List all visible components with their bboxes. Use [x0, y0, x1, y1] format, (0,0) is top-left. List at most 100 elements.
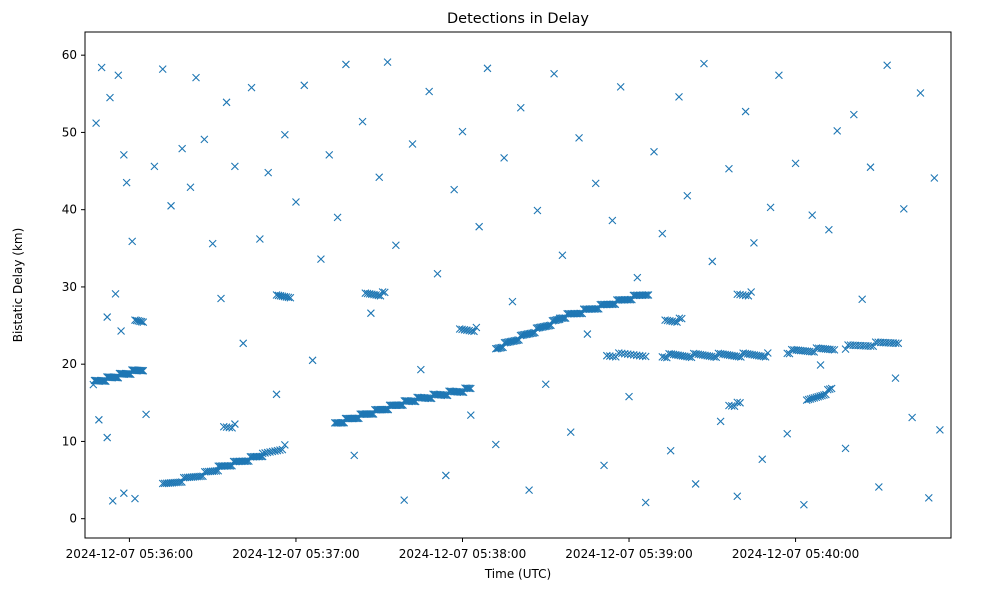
track-point — [608, 352, 617, 361]
detection-point — [441, 471, 450, 480]
detection-point — [708, 257, 717, 266]
detection-point — [192, 73, 200, 82]
detection-point — [533, 206, 542, 215]
track-point — [638, 352, 647, 360]
detection-point — [416, 365, 425, 374]
detection-point — [350, 451, 359, 460]
detection-point — [600, 461, 608, 470]
detection-point — [475, 222, 484, 231]
detection-point — [92, 119, 100, 128]
detection-point — [866, 163, 875, 172]
detection-point — [883, 61, 892, 70]
detection-point — [816, 361, 825, 369]
detection-point — [186, 183, 195, 192]
detection-point — [558, 251, 567, 260]
x-tick-label: 2024-12-07 05:40:00 — [732, 547, 859, 561]
track-point — [611, 352, 620, 361]
detection-point — [264, 168, 273, 177]
chart-title: Detections in Delay — [447, 11, 589, 27]
detection-point — [766, 203, 775, 212]
detection-point — [833, 126, 842, 135]
track-point — [763, 349, 772, 357]
track-point — [736, 353, 745, 361]
detection-point — [491, 440, 500, 449]
detection-point — [108, 497, 117, 505]
detection-point — [466, 411, 475, 420]
detection-point — [247, 83, 256, 92]
track-point — [225, 423, 234, 432]
track-point — [841, 345, 850, 354]
track-point — [470, 327, 478, 336]
track-point — [466, 384, 475, 393]
plot-marks — [89, 58, 944, 509]
detection-point — [633, 273, 642, 282]
detection-point — [616, 82, 625, 91]
x-tick-label: 2024-12-07 05:36:00 — [66, 547, 193, 561]
y-tick-label: 60 — [62, 48, 77, 62]
track-point — [137, 366, 145, 375]
detection-point — [433, 269, 442, 278]
detection-point — [158, 65, 167, 73]
y-tick-label: 30 — [62, 280, 77, 294]
detection-point — [583, 330, 592, 338]
track-point — [677, 314, 686, 323]
detection-point — [750, 239, 758, 247]
track-point — [825, 385, 834, 393]
track-point — [280, 441, 289, 449]
track-point — [286, 293, 295, 302]
track-point — [135, 366, 144, 375]
y-tick-label: 50 — [62, 125, 77, 139]
track-point — [730, 402, 739, 411]
track-point — [687, 353, 696, 362]
x-tick-label: 2024-12-07 05:37:00 — [232, 547, 359, 561]
detection-point — [358, 117, 367, 126]
track-point — [662, 353, 671, 362]
y-tick-label: 10 — [62, 434, 77, 448]
detection-point — [94, 415, 103, 424]
detection-point — [333, 213, 342, 222]
detection-point — [280, 130, 289, 139]
detection-point — [272, 390, 281, 399]
detection-point — [525, 486, 533, 494]
detection-point — [625, 392, 633, 401]
detection-point — [608, 216, 617, 225]
detection-point — [111, 289, 120, 298]
track-point — [228, 424, 236, 432]
x-tick-label: 2024-12-07 05:38:00 — [399, 547, 526, 561]
detection-point — [516, 103, 525, 112]
track-point — [673, 318, 681, 326]
y-axis-title: Bistatic Delay (km) — [11, 228, 25, 343]
track-point — [464, 384, 472, 393]
detection-point — [700, 59, 708, 68]
track-point — [685, 353, 694, 361]
detection-point — [930, 174, 939, 182]
track-point — [733, 398, 742, 407]
track-point — [830, 346, 839, 354]
track-point — [139, 318, 148, 326]
detection-point — [425, 87, 434, 96]
detection-point — [691, 480, 700, 488]
track-point — [472, 323, 481, 332]
detection-point — [924, 493, 933, 502]
detection-point — [858, 295, 867, 304]
track-point — [641, 291, 650, 299]
detection-point — [508, 297, 517, 306]
detection-point — [650, 147, 658, 156]
track-point — [284, 293, 293, 302]
y-tick-label: 40 — [62, 203, 77, 217]
detection-point — [178, 144, 187, 153]
track-point — [465, 384, 474, 393]
track-point — [137, 317, 146, 326]
track-point — [374, 291, 383, 300]
detection-point — [239, 339, 248, 348]
detection-point — [936, 425, 944, 434]
y-axis-ticks: 0 10 20 30 40 50 60 — [62, 48, 85, 526]
detection-point — [400, 496, 409, 505]
track-point — [827, 384, 836, 393]
track-point — [278, 445, 287, 454]
detection-point — [758, 455, 767, 464]
detection-point — [500, 154, 509, 162]
track-point — [821, 390, 830, 399]
detection-point — [791, 159, 800, 168]
